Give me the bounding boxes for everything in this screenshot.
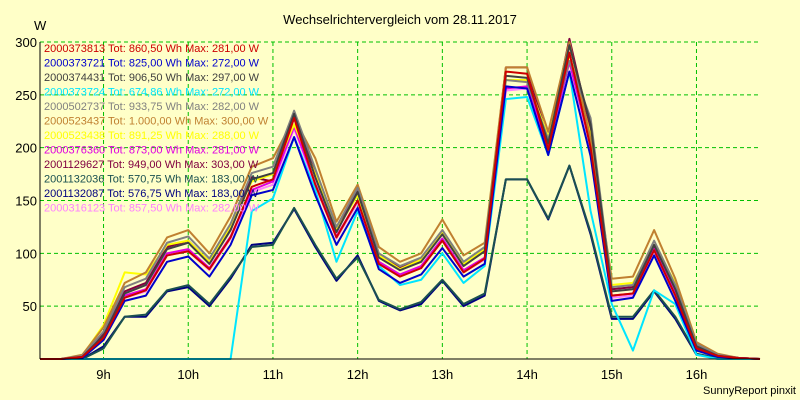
legend-entry: 2001132036 Tot: 570,75 Wh Max: 183,00 W — [44, 174, 259, 186]
legend-entry: 2000373813 Tot: 860,50 Wh Max: 281,00 W — [44, 43, 260, 55]
x-tick-label: 10h — [177, 367, 199, 382]
chart-title: Wechselrichtervergleich vom 28.11.2017 — [283, 12, 517, 27]
legend-entry: 2000374431 Tot: 906,50 Wh Max: 297,00 W — [44, 72, 260, 84]
y-tick-label: 50 — [23, 299, 37, 314]
legend-entry: 2001129627 Tot: 949,00 Wh Max: 303,00 W — [44, 159, 259, 171]
series-lines — [40, 37, 761, 360]
y-tick-label: 150 — [15, 194, 37, 209]
footer-credit: SunnyReport pinxit — [703, 385, 796, 397]
y-tick-label: 100 — [15, 246, 37, 261]
series-line — [40, 41, 761, 360]
legend-entry: 2000316123 Tot: 857,50 Wh Max: 282,00 W — [44, 203, 260, 215]
legend-entry: 2000376360 Tot: 873,00 Wh Max: 281,00 W — [44, 145, 260, 157]
x-tick-labels: 9h 10h 11h 12h 13h 14h 15h 16h — [96, 367, 707, 382]
series-line — [40, 60, 761, 360]
legend-entry: 2000523438 Tot: 891,25 Wh Max: 288,00 W — [44, 130, 260, 142]
legend-entry: 2001132087 Tot: 576,75 Wh Max: 183,00 W — [44, 188, 259, 200]
legend: 2000373813 Tot: 860,50 Wh Max: 281,00 W 2… — [44, 43, 269, 215]
x-tick-label: 15h — [601, 367, 623, 382]
legend-entry: 2000502737 Tot: 933,75 Wh Max: 282,00 W — [44, 101, 260, 113]
x-tick-label: 16h — [686, 367, 708, 382]
x-tick-label: 11h — [263, 367, 284, 382]
grid — [40, 41, 760, 359]
x-tick-label: 14h — [516, 367, 538, 382]
y-tick-label: 300 — [15, 35, 37, 50]
legend-entry: 2000523437 Tot: 1.000,00 Wh Max: 300,00 … — [44, 116, 269, 128]
axes — [39, 42, 760, 360]
series-line — [40, 70, 761, 360]
x-tick-label: 9h — [96, 367, 110, 382]
series-line — [40, 164, 760, 360]
x-tick-label: 12h — [347, 367, 369, 382]
legend-entry: 2000373721 Tot: 825,00 Wh Max: 272,00 W — [44, 58, 260, 70]
legend-entry: 2000373724 Tot: 674,86 Wh Max: 272,00 W — [44, 87, 260, 99]
series-line — [40, 44, 761, 360]
y-axis-label: W — [34, 18, 47, 33]
y-tick-label: 200 — [15, 141, 37, 156]
y-tick-labels: 50 100 150 200 250 300 — [15, 35, 37, 314]
x-tick-label: 13h — [432, 367, 454, 382]
y-tick-label: 250 — [15, 88, 37, 103]
series-line — [40, 51, 761, 360]
